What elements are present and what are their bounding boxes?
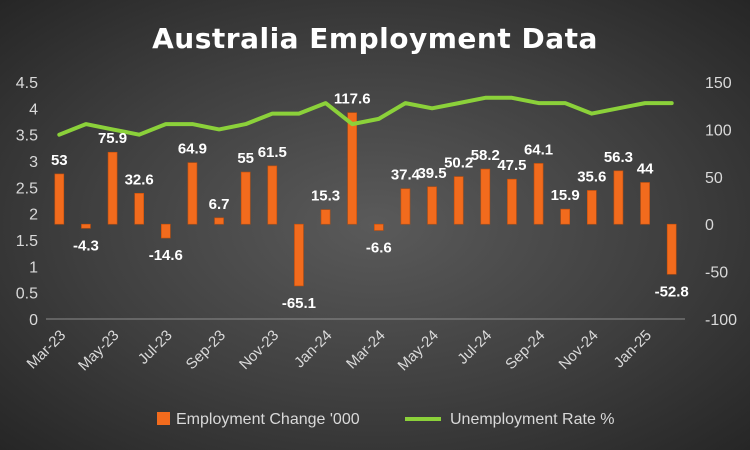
left-tick-label: 1 [29, 259, 38, 276]
bar [587, 190, 597, 225]
bar [453, 176, 464, 225]
bar [613, 170, 624, 225]
bar [187, 162, 198, 225]
x-axis: Mar-23 May-23 Jul-23 Sep-23 Nov-23 Jan-24 Mar-… [24, 318, 685, 374]
bar [347, 112, 357, 225]
bar [107, 151, 118, 225]
bar [161, 223, 171, 239]
x-tick-label: Nov-24 [555, 327, 601, 373]
bar-data-labels: 53 -4.3 75.9 32.6 -14.6 64.9 6.7 55 61.5 -65.1 15.… [51, 91, 689, 312]
bar-data-label: -14.6 [149, 247, 183, 264]
bar [320, 209, 331, 225]
bar [214, 217, 224, 225]
right-tick-label: -50 [705, 265, 728, 282]
bar-data-label: -4.3 [73, 237, 99, 254]
left-tick-label: 0.5 [16, 286, 38, 303]
bar [81, 223, 91, 229]
x-tick-label: Sep-24 [502, 327, 548, 373]
chart-title: Australia Employment Data [152, 22, 598, 55]
x-tick-label: Sep-23 [183, 327, 229, 373]
x-tick-label: Jan-24 [291, 327, 335, 371]
left-tick-label: 2.5 [16, 180, 38, 197]
bar-data-label: 56.3 [604, 149, 633, 166]
bar-data-label: 15.3 [311, 188, 340, 205]
bar [640, 182, 650, 225]
bar-data-label: 44 [637, 160, 654, 177]
bar-data-label: 39.5 [417, 165, 446, 182]
right-tick-label: -100 [705, 312, 737, 329]
right-tick-label: 150 [705, 75, 732, 92]
right-axis: -100 -50 0 50 100 150 [705, 75, 737, 329]
x-tick-label: Nov-23 [236, 327, 282, 373]
bar-data-label: 35.6 [577, 168, 606, 185]
right-tick-label: 0 [705, 217, 714, 234]
left-axis: 0 0.5 1 1.5 2 2.5 3 3.5 4 4.5 [16, 75, 38, 329]
x-tick-label: Jan-25 [611, 327, 655, 371]
bar-data-label: 6.7 [209, 196, 230, 213]
left-tick-label: 4 [29, 101, 38, 118]
left-tick-label: 2 [29, 207, 38, 224]
bar-data-label: 55 [237, 150, 254, 167]
bar [480, 168, 491, 225]
bar [507, 178, 517, 225]
bar [666, 223, 677, 275]
bar-data-label: -65.1 [282, 295, 316, 312]
right-tick-label: 50 [705, 170, 723, 187]
bar-data-label: 50.2 [444, 155, 473, 172]
bar-data-label: -52.8 [655, 283, 689, 300]
bar [267, 165, 278, 225]
bar [560, 208, 570, 225]
bar-data-label: 61.5 [258, 144, 287, 161]
bar-data-label: -6.6 [366, 239, 392, 256]
bar-data-label: 15.9 [551, 187, 580, 204]
x-tick-label: Mar-24 [343, 327, 389, 373]
bar-data-label: 117.6 [334, 91, 371, 108]
bar [427, 186, 437, 225]
left-tick-label: 1.5 [16, 233, 38, 250]
bar-data-label: 58.2 [471, 147, 500, 164]
x-tick-label: May-24 [395, 327, 442, 374]
unemployment-line [57, 95, 674, 137]
bar-data-label: 53 [51, 152, 68, 169]
legend-swatch-employment [157, 412, 170, 425]
bar [294, 223, 304, 287]
x-tick-label: May-23 [75, 327, 122, 374]
bar [240, 171, 251, 225]
bar-data-label: 37.4 [391, 167, 421, 184]
x-tick-label: Jul-23 [135, 327, 176, 368]
legend: Employment Change '000 Unemployment Rate… [157, 411, 615, 428]
bar-data-label: 75.9 [98, 130, 127, 147]
left-tick-label: 3 [29, 154, 38, 171]
left-tick-label: 4.5 [16, 75, 38, 92]
bar-data-label: 64.1 [524, 141, 553, 158]
x-tick-label: Jul-24 [454, 327, 495, 368]
legend-label-employment: Employment Change '000 [176, 411, 360, 428]
bar-data-label: 64.9 [178, 141, 207, 158]
bar [400, 188, 411, 225]
left-tick-label: 0 [29, 312, 38, 329]
bar [134, 192, 144, 225]
bars-series [54, 112, 677, 287]
line-series [57, 95, 674, 137]
bar [54, 173, 65, 225]
bar-data-label: 32.6 [125, 171, 154, 188]
legend-label-unemployment: Unemployment Rate % [450, 411, 615, 428]
left-tick-label: 3.5 [16, 128, 38, 145]
x-tick-label: Mar-23 [24, 327, 70, 373]
right-tick-label: 100 [705, 122, 732, 139]
bar [533, 163, 544, 225]
bar-data-label: 47.5 [497, 157, 526, 174]
bar [374, 223, 384, 231]
